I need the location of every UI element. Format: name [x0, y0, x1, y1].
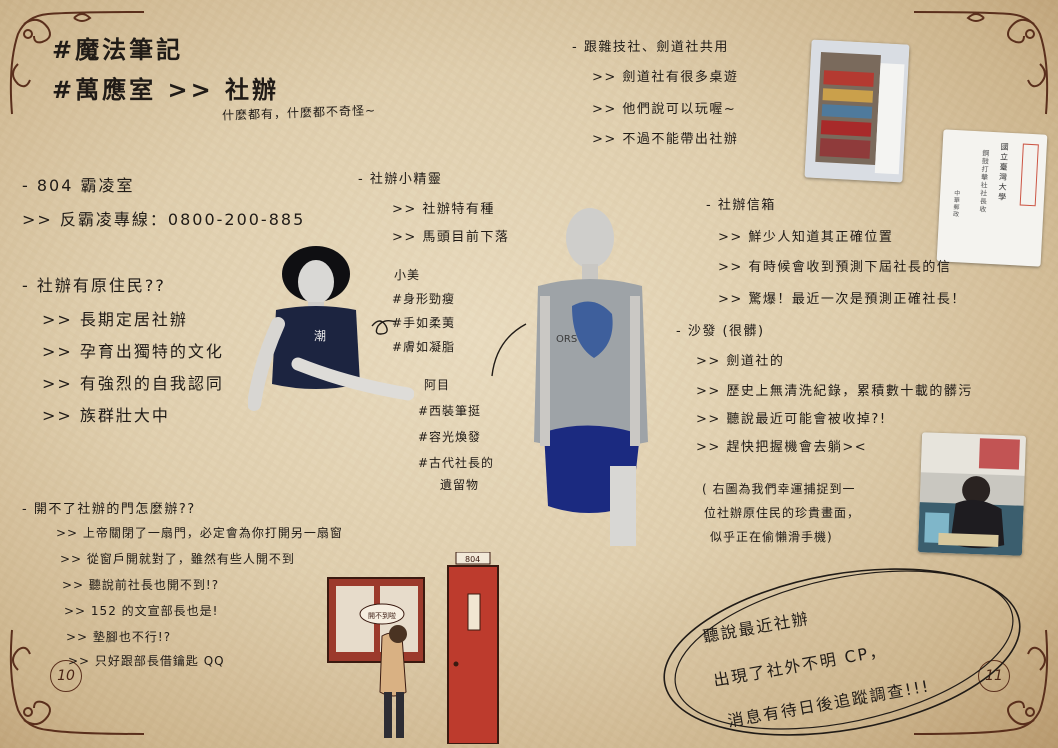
shirt-print: ORS: [556, 334, 577, 345]
sofa-item: >> 趕快把握機會去躺><: [696, 440, 868, 455]
board-games-photo: [804, 39, 910, 183]
mailbox-item: >> 有時候會收到預測下屆社長的信: [718, 260, 952, 275]
amu-trait: #容光煥發: [418, 430, 482, 444]
title-line-1: #魔法筆記: [52, 36, 184, 64]
amu-name: 阿目: [424, 378, 451, 392]
natives-item: >> 長期定居社辦: [42, 310, 188, 329]
sofa-heading: - 沙發 (很髒): [676, 324, 765, 339]
natives-item: >> 孕育出獨特的文化: [42, 342, 224, 361]
letter-stamp-box: [1019, 143, 1039, 207]
shared-item: >> 他們說可以玩喔~: [592, 102, 737, 117]
ornament-bottom-right-icon: [913, 629, 1049, 735]
sofa-native-photo: [917, 432, 1027, 556]
mannequin-amu-photo: ORS: [534, 208, 648, 546]
natives-item: >> 族群壯大中: [42, 406, 170, 425]
letter-line-2: 鋼鼓打擊社社長收: [979, 149, 990, 214]
pointer-curl-xiaomei-icon: [371, 319, 397, 335]
door-sign-text: 804: [465, 555, 480, 564]
ornament-bottom-left-icon: [9, 629, 145, 735]
xiaomei-trait: #膚如凝脂: [392, 340, 456, 354]
rumor-oval-icon: [663, 568, 1021, 736]
caption-line: 似乎正在偷懶滑手機): [710, 530, 833, 544]
caption-line: ( 右圖為我們幸運捕捉到一: [702, 482, 856, 496]
amu-trait: #古代社長的: [418, 456, 495, 470]
natives-heading: - 社辦有原住民??: [22, 276, 166, 295]
room-line-1: - 804 霸凌室: [22, 176, 135, 195]
pointer-line-amu-icon: [491, 323, 527, 377]
mannequin-xiaomei-photo: 潮: [248, 246, 414, 411]
sofa-item: >> 劍道社的: [696, 354, 785, 369]
xiaomei-name: 小美: [394, 268, 421, 282]
elves-item: >> 馬頭目前下落: [392, 230, 510, 245]
shared-item: >> 劍道社有很多桌遊: [592, 70, 739, 85]
door-item: >> 聽說前社長也開不到!?: [62, 578, 220, 592]
sofa-item: >> 聽說最近可能會被收掉?!: [696, 412, 887, 427]
door-speech-text: 開不到啦: [368, 611, 396, 620]
room-line-2: >> 反霸凌專線：0800-200-885: [22, 210, 306, 229]
letter-photo: 國立臺灣大學 鋼鼓打擊社社長收 中華郵政: [936, 129, 1048, 267]
door-item: >> 上帝關閉了一扇門，必定會為你打開另一扇窗: [56, 526, 343, 540]
sofa-item: >> 歷史上無清洗紀錄，累積數十載的髒污: [696, 384, 973, 399]
ornament-top-right-icon: [913, 11, 1049, 115]
mailbox-heading: - 社辦信箱: [706, 198, 776, 213]
door-heading: - 開不了社辦的門怎麼辦??: [22, 502, 196, 517]
door-illustration: 開不到啦 804: [327, 552, 499, 744]
elves-heading: - 社辦小精靈: [358, 172, 443, 187]
shared-heading: - 跟雜技社、劍道社共用: [572, 40, 729, 55]
svg-text:潮: 潮: [314, 328, 326, 343]
door-item: >> 墊腳也不行!?: [66, 630, 172, 644]
amu-trait: 遺留物: [440, 478, 480, 492]
door-item: >> 只好跟部長借鑰匙 QQ: [68, 654, 225, 668]
page-number-left: 10: [50, 660, 82, 692]
shared-item: >> 不過不能帶出社辦: [592, 132, 739, 147]
mailbox-item: >> 驚爆！最近一次是預測正確社長！: [718, 292, 966, 307]
letter-line-3: 中華郵政: [952, 190, 961, 219]
elves-item: >> 社辦特有種: [392, 202, 495, 217]
caption-line: 位社辦原住民的珍貴畫面，: [704, 506, 861, 520]
ornament-top-left-icon: [9, 11, 145, 115]
xiaomei-trait: #身形勁瘦: [392, 292, 456, 306]
natives-item: >> 有強烈的自我認同: [42, 374, 224, 393]
xiaomei-trait: #手如柔荑: [392, 316, 456, 330]
page-number-right: 11: [978, 660, 1010, 692]
amu-trait: #西裝筆挺: [418, 404, 482, 418]
door-item: >> 從窗戶開就對了，雖然有些人開不到: [60, 552, 295, 566]
letter-org: 國立臺灣大學: [997, 142, 1009, 202]
door-item: >> 152 的文宣部長也是!: [64, 604, 219, 618]
mailbox-item: >> 鮮少人知道其正確位置: [718, 230, 894, 245]
title-line-2: #萬應室 >> 社辦: [52, 76, 280, 104]
